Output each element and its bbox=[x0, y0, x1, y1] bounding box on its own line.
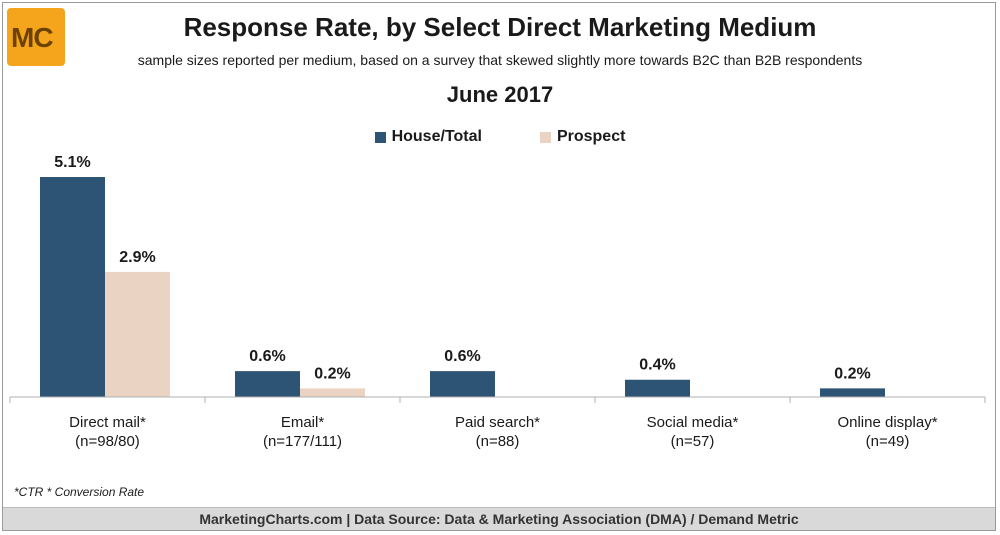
bar-house-4 bbox=[820, 388, 885, 397]
category-label-0-1: (n=98/80) bbox=[75, 433, 140, 450]
chart-legend: House/Total Prospect bbox=[0, 128, 1000, 146]
category-label-1-0: Email* bbox=[281, 414, 325, 431]
bar-prospect-0 bbox=[105, 271, 170, 397]
data-label-house-2: 0.6% bbox=[444, 348, 480, 365]
category-label-3-1: (n=57) bbox=[671, 433, 715, 450]
legend-item-prospect: Prospect bbox=[539, 128, 626, 146]
legend-item-house: House/Total bbox=[374, 128, 482, 146]
bar-house-3 bbox=[625, 379, 690, 397]
bar-house-1 bbox=[235, 371, 300, 397]
chart-title: Response Rate, by Select Direct Marketin… bbox=[183, 12, 817, 42]
legend-label-house: House/Total bbox=[391, 128, 482, 145]
legend-swatch-prospect bbox=[539, 131, 551, 143]
legend-label-prospect: Prospect bbox=[556, 128, 626, 145]
bar-house-0 bbox=[40, 177, 105, 397]
data-label-house-4: 0.2% bbox=[834, 365, 870, 382]
footnote: *CTR * Conversion Rate bbox=[14, 485, 145, 499]
logo-text: MC bbox=[11, 22, 54, 53]
data-label-house-0: 5.1% bbox=[54, 154, 90, 171]
category-label-1-1: (n=177/111) bbox=[263, 433, 342, 450]
category-label-2-1: (n=88) bbox=[476, 433, 520, 450]
chart-date: June 2017 bbox=[446, 82, 554, 107]
bar-house-2 bbox=[430, 371, 495, 397]
marketingcharts-logo: MC bbox=[7, 8, 65, 66]
category-label-2-0: Paid search* bbox=[455, 414, 540, 431]
source-bar: MarketingCharts.com | Data Source: Data … bbox=[3, 507, 995, 530]
legend-swatch-house bbox=[374, 131, 386, 143]
data-label-prospect-1: 0.2% bbox=[314, 365, 350, 382]
data-label-house-1: 0.6% bbox=[249, 348, 285, 365]
chart-subtitle: sample sizes reported per medium, based … bbox=[137, 52, 863, 68]
category-label-4-1: (n=49) bbox=[866, 433, 910, 450]
category-label-3-0: Social media* bbox=[647, 414, 739, 431]
data-label-prospect-0: 2.9% bbox=[119, 249, 155, 266]
bar-prospect-1 bbox=[300, 388, 365, 397]
data-label-house-3: 0.4% bbox=[639, 357, 675, 374]
category-label-4-0: Online display* bbox=[837, 414, 937, 431]
category-label-0-0: Direct mail* bbox=[69, 414, 146, 431]
